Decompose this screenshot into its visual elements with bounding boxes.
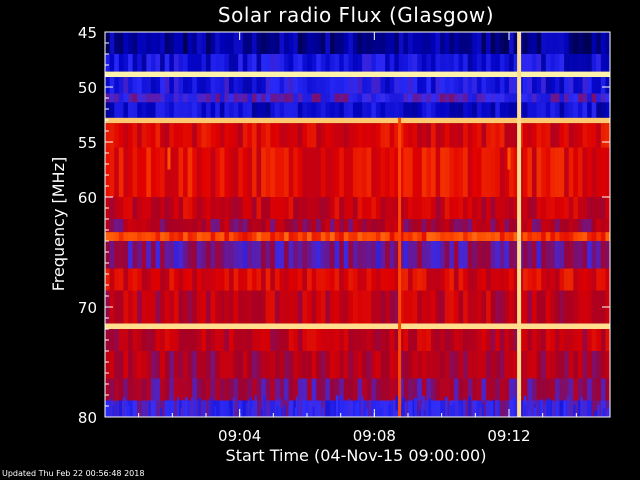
x-axis-label: Start Time (04-Nov-15 09:00:00) (226, 446, 487, 465)
plot-frame (104, 31, 611, 418)
frequency-band-11 (105, 232, 611, 241)
x-tick-label-2: 09:12 (487, 427, 530, 445)
frequency-band-9 (105, 197, 611, 219)
burst-event-1 (398, 117, 402, 418)
frequency-band-16 (105, 329, 611, 351)
frequency-band-17 (105, 351, 611, 379)
frequency-band-13 (105, 268, 611, 291)
updated-timestamp: Updated Thu Feb 22 00:56:48 2018 (2, 469, 145, 478)
burst-event-0 (517, 32, 522, 417)
frequency-band-4 (105, 93, 611, 103)
frequency-band-15 (105, 323, 610, 329)
burst-event-3 (507, 147, 511, 170)
y-tick-label-3: 60 (78, 189, 97, 207)
y-axis: 45 50 55 60 70 80 (78, 24, 610, 427)
frequency-band-1 (105, 54, 611, 72)
frequency-band-2 (105, 71, 610, 78)
y-tick-label-2: 55 (78, 134, 97, 152)
y-tick-label-5: 80 (78, 409, 97, 427)
frequency-band-18 (105, 378, 611, 401)
x-tick-label-0: 09:04 (218, 427, 261, 445)
frequency-band-7 (105, 123, 611, 148)
y-tick-label-1: 50 (78, 79, 97, 97)
frequency-band-12 (105, 241, 611, 269)
low-intensity-noise (109, 395, 610, 417)
frequency-band-0 (105, 32, 611, 54)
burst-events (167, 32, 522, 418)
frequency-band-8 (105, 147, 611, 197)
frequency-band-14 (105, 290, 611, 324)
y-axis-label: Frequency [MHz] (49, 157, 68, 291)
x-tick-label-1: 09:08 (353, 427, 396, 445)
chart-title: Solar radio Flux (Glasgow) (218, 3, 494, 27)
frequency-band-5 (105, 102, 611, 118)
frequency-band-10 (105, 219, 611, 233)
burst-event-2 (167, 147, 171, 170)
y-tick-label-4: 70 (78, 299, 97, 317)
x-axis: 09:04 09:08 09:12 (104, 32, 611, 445)
frequency-band-6 (105, 117, 610, 124)
frequency-band-3 (105, 77, 611, 94)
y-tick-label-0: 45 (78, 24, 97, 42)
plot-area (105, 32, 611, 417)
